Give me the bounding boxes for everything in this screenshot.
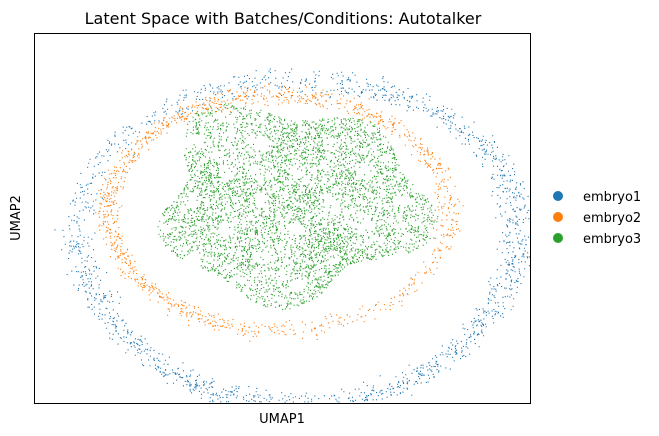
x-axis-label: UMAP1 — [259, 412, 305, 427]
series-embryo3-marks — [157, 103, 439, 311]
legend-marker-embryo2 — [553, 212, 563, 222]
legend-label-embryo1: embryo1 — [583, 190, 641, 205]
series-embryo3-points — [157, 103, 439, 311]
y-axis-label: UMAP2 — [9, 195, 24, 241]
chart-title: Latent Space with Batches/Conditions: Au… — [85, 9, 482, 28]
plot-frame — [34, 33, 531, 404]
legend-label-embryo2: embryo2 — [583, 211, 641, 226]
legend-marker-embryo1 — [553, 191, 563, 201]
legend-marker-embryo3 — [553, 233, 563, 243]
series-embryo1-points — [54, 68, 531, 403]
series-embryo1-marks — [54, 68, 531, 403]
scatter-points — [54, 68, 531, 403]
legend-label-embryo3: embryo3 — [583, 232, 641, 247]
legend: embryo1 embryo2 embryo3 — [553, 190, 641, 247]
